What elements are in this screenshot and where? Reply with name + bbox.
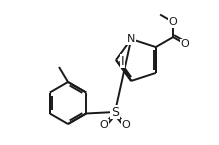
Text: O: O: [122, 120, 130, 130]
Text: S: S: [111, 106, 119, 118]
Text: O: O: [100, 120, 108, 130]
Text: I: I: [120, 55, 124, 68]
Text: O: O: [181, 39, 190, 49]
Text: O: O: [169, 17, 177, 27]
Text: N: N: [127, 34, 135, 44]
